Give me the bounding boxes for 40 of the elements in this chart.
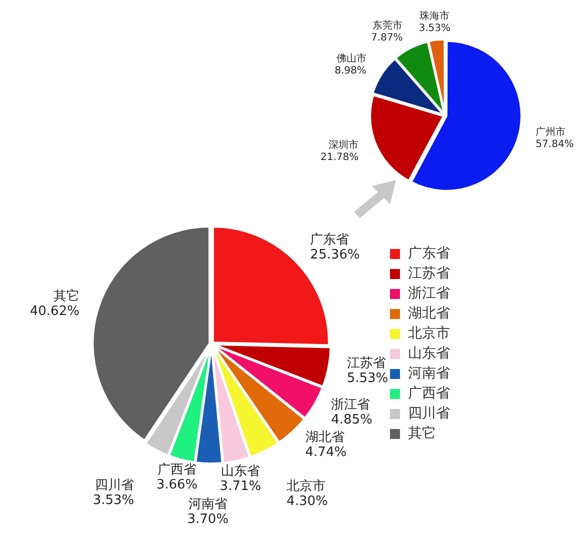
data-label: 7.87% bbox=[370, 32, 403, 44]
legend-label: 江苏省 bbox=[408, 266, 450, 282]
data-label: 25.36% bbox=[310, 247, 360, 262]
legend-label: 山东省 bbox=[408, 346, 450, 362]
slice-label: 江苏省 bbox=[346, 356, 386, 371]
legend-label: 广东省 bbox=[408, 246, 450, 262]
slice-label: 广西省 bbox=[158, 462, 197, 478]
data-label: 4.74% bbox=[305, 445, 347, 460]
legend-label: 北京市 bbox=[408, 326, 450, 342]
legend-label: 四川省 bbox=[408, 406, 450, 422]
legend-label: 其它 bbox=[408, 426, 436, 442]
slice-label: 广州市 bbox=[536, 126, 566, 138]
data-label: 8.98% bbox=[334, 65, 366, 76]
data-label: 21.78% bbox=[320, 152, 359, 163]
slice-label: 北京市 bbox=[286, 479, 326, 494]
slice-label: 珠海市 bbox=[420, 10, 450, 22]
slice-label: 山东省 bbox=[220, 464, 260, 479]
legend-label: 广西省 bbox=[408, 386, 450, 402]
slice-label: 东莞市 bbox=[372, 20, 403, 32]
data-label: 3.53% bbox=[92, 493, 134, 508]
data-label: 4.30% bbox=[286, 494, 328, 510]
slice-label: 广东省 bbox=[310, 232, 350, 248]
data-label: 3.71% bbox=[220, 478, 262, 494]
slice-label: 深圳市 bbox=[328, 138, 359, 151]
legend-label: 浙江省 bbox=[408, 286, 450, 302]
data-label: 57.84% bbox=[536, 138, 574, 150]
data-label: 5.53% bbox=[346, 370, 388, 386]
slice-label: 四川省 bbox=[95, 478, 134, 494]
slice-label: 湖北省 bbox=[305, 430, 344, 446]
legend-label: 河南省 bbox=[408, 366, 450, 382]
legend-label: 湖北省 bbox=[408, 306, 450, 322]
data-label: 40.62% bbox=[30, 304, 80, 319]
data-label: 3.66% bbox=[156, 477, 198, 492]
slice-label: 浙江省 bbox=[331, 398, 370, 413]
slice-label: 河南省 bbox=[188, 496, 228, 512]
data-label: 3.70% bbox=[187, 512, 229, 527]
data-label: 4.85% bbox=[331, 412, 372, 428]
slice-label: 其它 bbox=[53, 288, 80, 304]
data-label: 3.53% bbox=[418, 23, 451, 34]
slice-label: 佛山市 bbox=[336, 52, 366, 64]
